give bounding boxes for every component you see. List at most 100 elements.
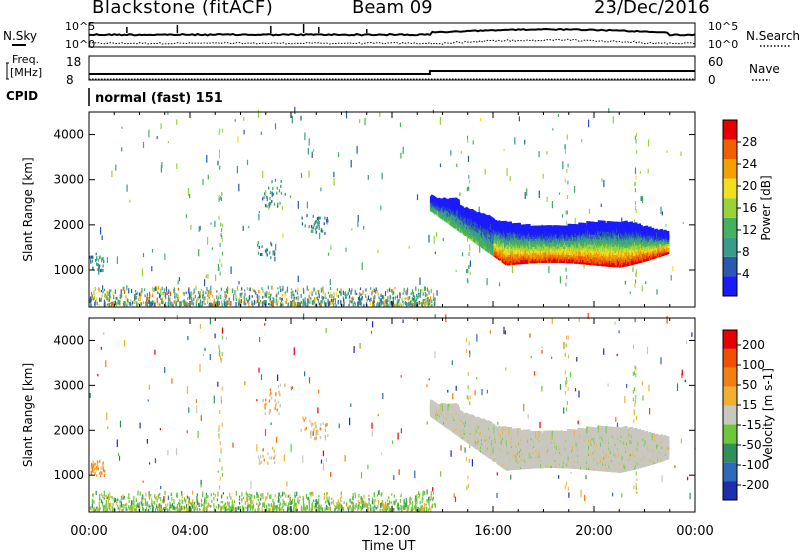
- power-cell: [329, 279, 331, 286]
- power-cell: [150, 302, 152, 306]
- power-cell: [114, 300, 117, 306]
- power-cell: [379, 298, 381, 302]
- power-cell: [154, 303, 156, 307]
- power-cell: [561, 214, 564, 218]
- power-cell: [558, 192, 561, 195]
- power-cell: [200, 288, 202, 291]
- power-cell: [206, 287, 208, 292]
- power-cell: [428, 302, 430, 306]
- power-cell: [221, 251, 223, 256]
- power-cell: [213, 298, 215, 302]
- power-cell: [168, 301, 170, 306]
- power-cell: [104, 301, 106, 307]
- power-cell: [215, 302, 217, 307]
- power-cell: [224, 302, 226, 307]
- power-cell: [313, 223, 315, 227]
- power-cell: [419, 277, 421, 285]
- nsearch-tick-label: 10^0: [708, 38, 738, 51]
- power-cell: [325, 296, 327, 300]
- power-cell: [103, 299, 105, 304]
- power-cell: [272, 192, 275, 196]
- power-cell: [297, 295, 299, 301]
- power-cell: [207, 301, 209, 304]
- power-cell: [640, 196, 642, 201]
- power-cell: [279, 302, 282, 307]
- power-cell: [330, 245, 332, 251]
- power-cell: [90, 258, 92, 262]
- power-cell: [219, 128, 221, 133]
- power-cell: [588, 209, 591, 214]
- power-cell: [210, 222, 212, 225]
- power-cell: [310, 297, 312, 300]
- power-cell: [220, 222, 222, 227]
- power-cell: [306, 214, 308, 218]
- power-cell: [110, 289, 112, 292]
- power-cell: [109, 294, 111, 299]
- power-cell: [262, 170, 264, 178]
- power-cell: [108, 298, 110, 302]
- power-cell: [112, 301, 114, 306]
- power-cell: [294, 302, 296, 306]
- power-cell: [89, 255, 91, 259]
- power-cell: [160, 165, 162, 173]
- power-cell: [417, 295, 419, 299]
- power-cell: [543, 225, 547, 233]
- power-cell: [172, 304, 174, 307]
- power-cell: [113, 300, 115, 304]
- power-cell: [280, 298, 282, 303]
- power-cell: [337, 152, 340, 158]
- power-cell: [165, 304, 167, 307]
- power-cell: [422, 304, 424, 307]
- power-cell: [115, 302, 118, 307]
- power-cell: [635, 201, 636, 206]
- power-cell: [95, 257, 98, 261]
- power-cell: [218, 296, 220, 299]
- power-cell: [397, 299, 399, 302]
- power-cell: [197, 297, 199, 301]
- power-cell: [202, 178, 204, 186]
- power-cell: [625, 249, 628, 257]
- power-cell: [184, 300, 186, 306]
- power-cell: [436, 290, 438, 296]
- power-cell: [308, 225, 310, 229]
- power-cell: [109, 289, 111, 294]
- power-cell: [277, 299, 279, 304]
- power-cell: [301, 222, 304, 226]
- power-cell: [253, 289, 255, 293]
- power-cell: [325, 219, 328, 223]
- power-cell: [634, 182, 636, 187]
- power-cell: [216, 295, 218, 300]
- power-cell: [636, 150, 638, 154]
- power-cell: [279, 286, 281, 289]
- power-cell: [225, 296, 227, 300]
- power-cell: [286, 298, 288, 301]
- power-cell: [103, 288, 106, 292]
- power-cell: [424, 286, 426, 291]
- power-cell: [280, 179, 282, 183]
- power-cell: [509, 175, 511, 181]
- power-cell: [354, 289, 356, 295]
- power-cell: [588, 119, 590, 128]
- power-cell: [275, 298, 277, 302]
- power-cell: [279, 296, 281, 300]
- power-cell: [318, 293, 320, 299]
- power-cell: [319, 302, 321, 307]
- power-cell: [567, 163, 569, 168]
- power-cell: [420, 301, 422, 305]
- power-cell: [238, 183, 240, 192]
- power-cell: [173, 287, 175, 293]
- power-cell: [408, 296, 410, 301]
- power-cell: [404, 297, 406, 300]
- power-cell: [380, 297, 382, 303]
- power-cell: [271, 200, 273, 203]
- power-cell: [621, 217, 623, 223]
- power-cell: [566, 210, 568, 215]
- power-cell: [156, 287, 158, 291]
- power-cell: [316, 296, 319, 301]
- power-cell: [144, 294, 146, 298]
- power-cell: [179, 301, 181, 306]
- power-cell: [199, 291, 201, 296]
- power-cell: [583, 264, 585, 269]
- power-cell: [423, 299, 425, 302]
- power-cell: [176, 119, 178, 125]
